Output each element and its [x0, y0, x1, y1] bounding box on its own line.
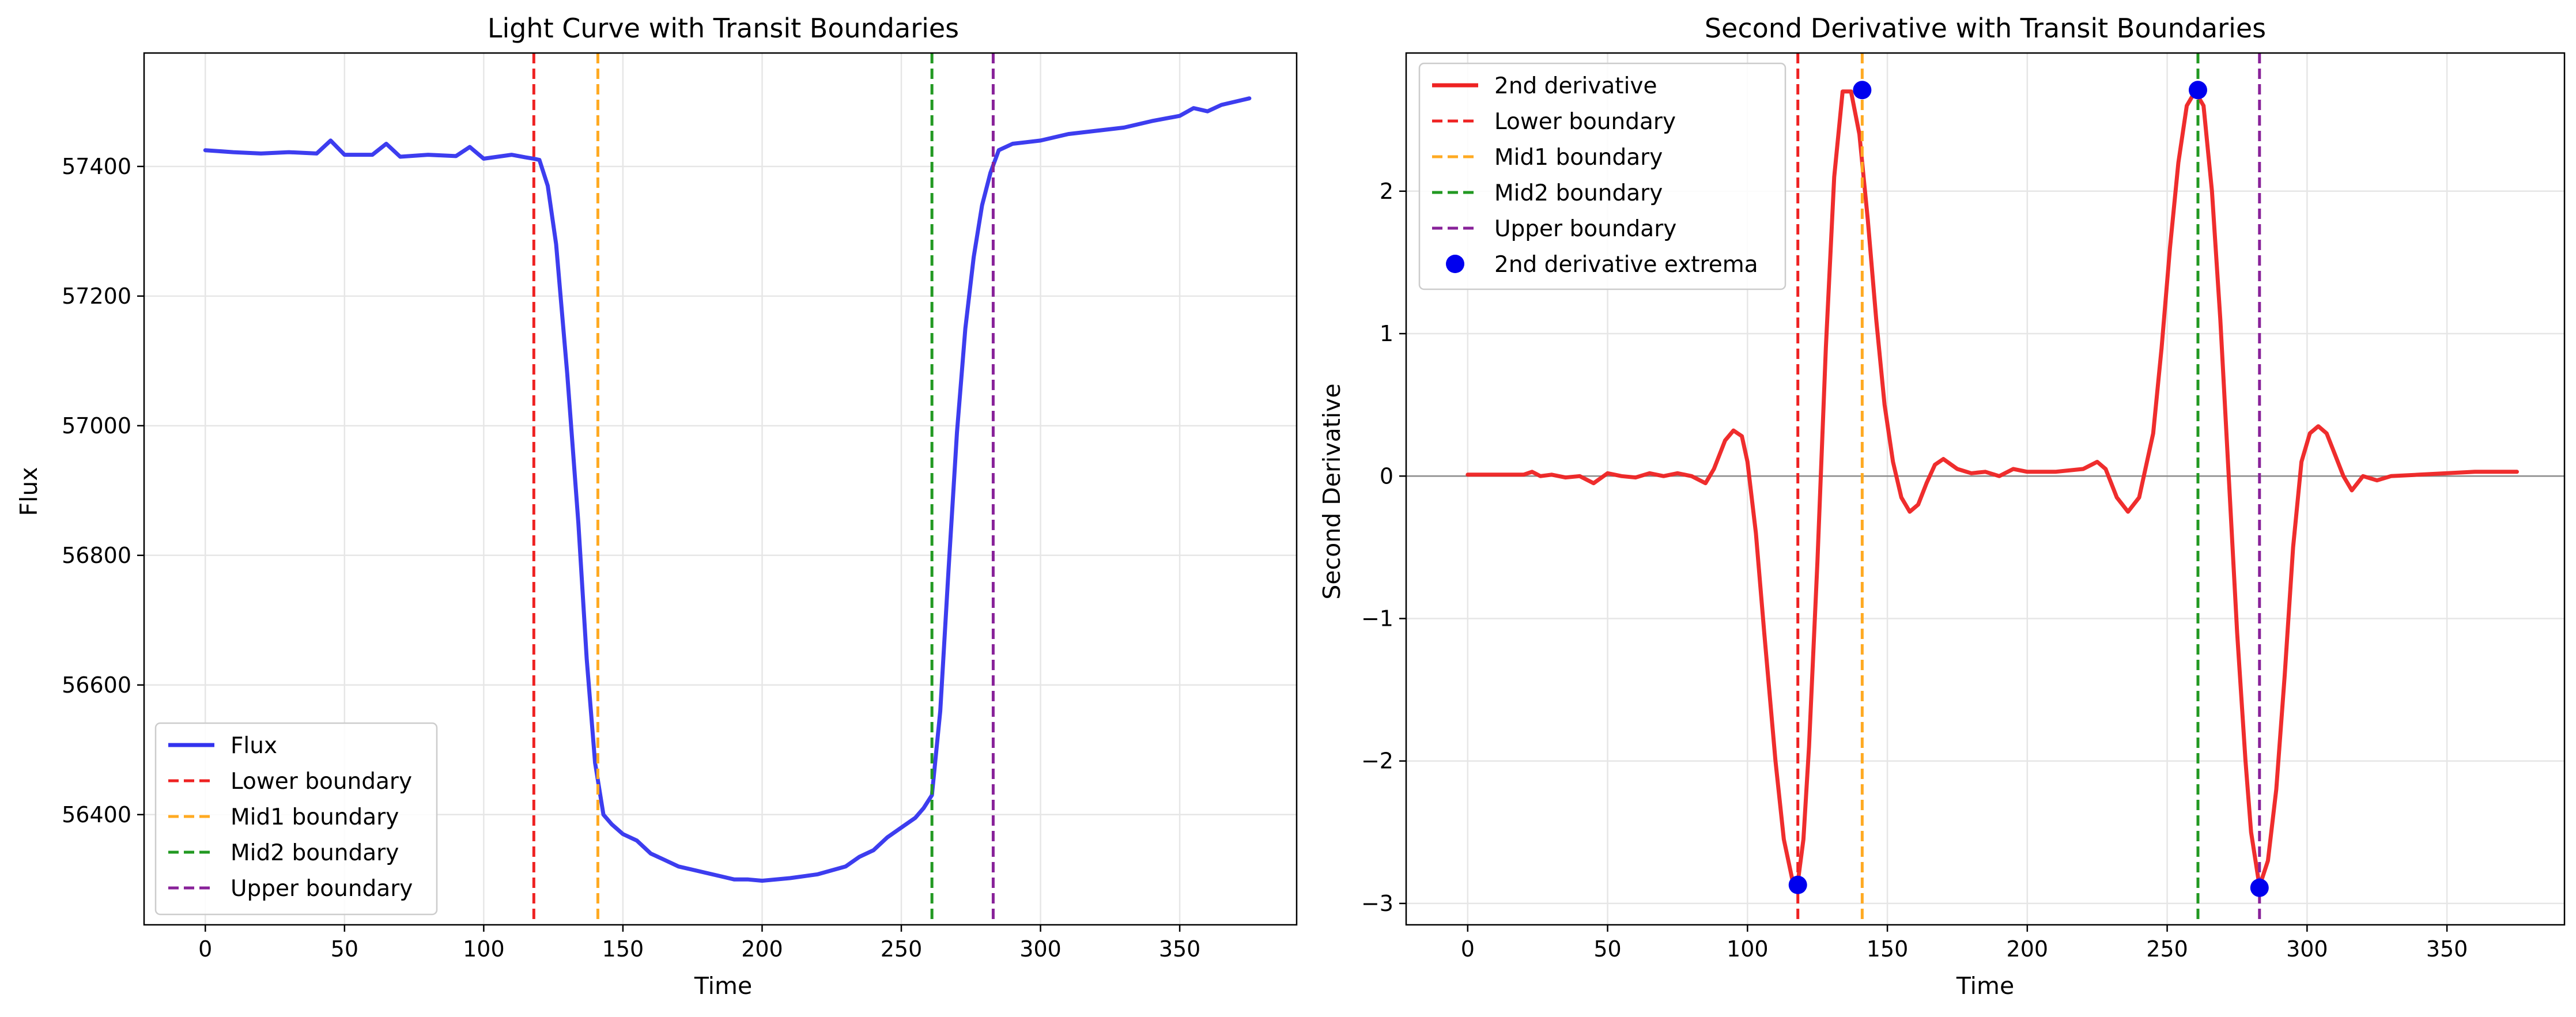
- x-tick-label: 200: [2007, 936, 2049, 962]
- y-tick-label: −1: [1361, 606, 1393, 631]
- y-tick-label: 56400: [62, 802, 131, 827]
- y-tick-label: 57200: [62, 283, 131, 309]
- second-derivative-chart: Second Derivative with Transit Boundarie…: [1318, 13, 2566, 1000]
- series-line: [203, 96, 1252, 883]
- extrema-point: [2188, 81, 2207, 100]
- x-axis-label: Time: [1956, 972, 2014, 1000]
- x-tick-label: 50: [1593, 936, 1621, 962]
- legend-box: [1418, 62, 1786, 290]
- legend-label: Lower boundary: [1494, 109, 1676, 135]
- y-axis-label: Flux: [15, 467, 43, 516]
- legend-label: Mid2 boundary: [1494, 180, 1663, 206]
- legend-label: Lower boundary: [231, 769, 412, 795]
- x-tick-label: 100: [1727, 936, 1769, 962]
- extrema-point: [2250, 878, 2269, 897]
- y-tick-label: −3: [1361, 891, 1393, 916]
- x-tick-label: 50: [331, 936, 358, 962]
- series-line: [1465, 89, 2519, 889]
- x-tick-label: 300: [2286, 936, 2328, 962]
- light-curve-chart: Light Curve with Transit Boundaries Time…: [15, 13, 1298, 1000]
- y-tick-label: 0: [1380, 463, 1393, 489]
- x-tick-label: 300: [1019, 936, 1062, 962]
- x-tick-label: 150: [1867, 936, 1909, 962]
- legend: 2nd derivative Lower boundary Mid1 boundar…: [1418, 62, 1786, 290]
- x-tick-label: 100: [463, 936, 505, 962]
- x-axis-label: Time: [694, 972, 752, 1000]
- x-tick-label: 150: [602, 936, 644, 962]
- legend-label: Upper boundary: [1494, 216, 1676, 242]
- chart-title: Light Curve with Transit Boundaries: [488, 13, 959, 44]
- x-tick-label: 350: [2426, 936, 2468, 962]
- legend-label: Mid1 boundary: [1494, 145, 1663, 171]
- legend-label: Flux: [231, 733, 277, 759]
- legend-label: Upper boundary: [231, 876, 413, 902]
- extrema-point: [1788, 875, 1807, 894]
- legend-label: 2nd derivative: [1494, 73, 1657, 99]
- y-tick-label: −2: [1361, 748, 1393, 774]
- extrema-point: [1853, 81, 1872, 100]
- legend-box: [154, 722, 438, 916]
- x-tick-label: 200: [741, 936, 783, 962]
- x-tick-label: 0: [198, 936, 212, 962]
- chart-title: Second Derivative with Transit Boundarie…: [1705, 13, 2266, 44]
- legend: Flux Lower boundary Mid1 boundary Mid2 boun…: [154, 722, 438, 916]
- x-tick-label: 0: [1461, 936, 1475, 962]
- y-tick-label: 56800: [62, 543, 131, 568]
- x-tick-label: 350: [1159, 936, 1201, 962]
- legend-swatch: [1446, 255, 1464, 273]
- y-tick-label: 56600: [62, 672, 131, 698]
- y-tick-label: 2: [1380, 179, 1393, 204]
- x-tick-label: 250: [2146, 936, 2188, 962]
- legend-label: Mid2 boundary: [231, 840, 399, 866]
- legend-label: 2nd derivative extrema: [1494, 252, 1758, 278]
- legend-label: Mid1 boundary: [231, 804, 399, 830]
- axes-frame: [143, 52, 1298, 926]
- y-tick-label: 57000: [62, 413, 131, 438]
- y-tick-label: 1: [1380, 321, 1393, 346]
- axes-frame: [1405, 52, 2566, 926]
- x-tick-label: 250: [881, 936, 923, 962]
- y-axis-label: Second Derivative: [1318, 383, 1346, 599]
- y-tick-label: 57400: [62, 154, 131, 179]
